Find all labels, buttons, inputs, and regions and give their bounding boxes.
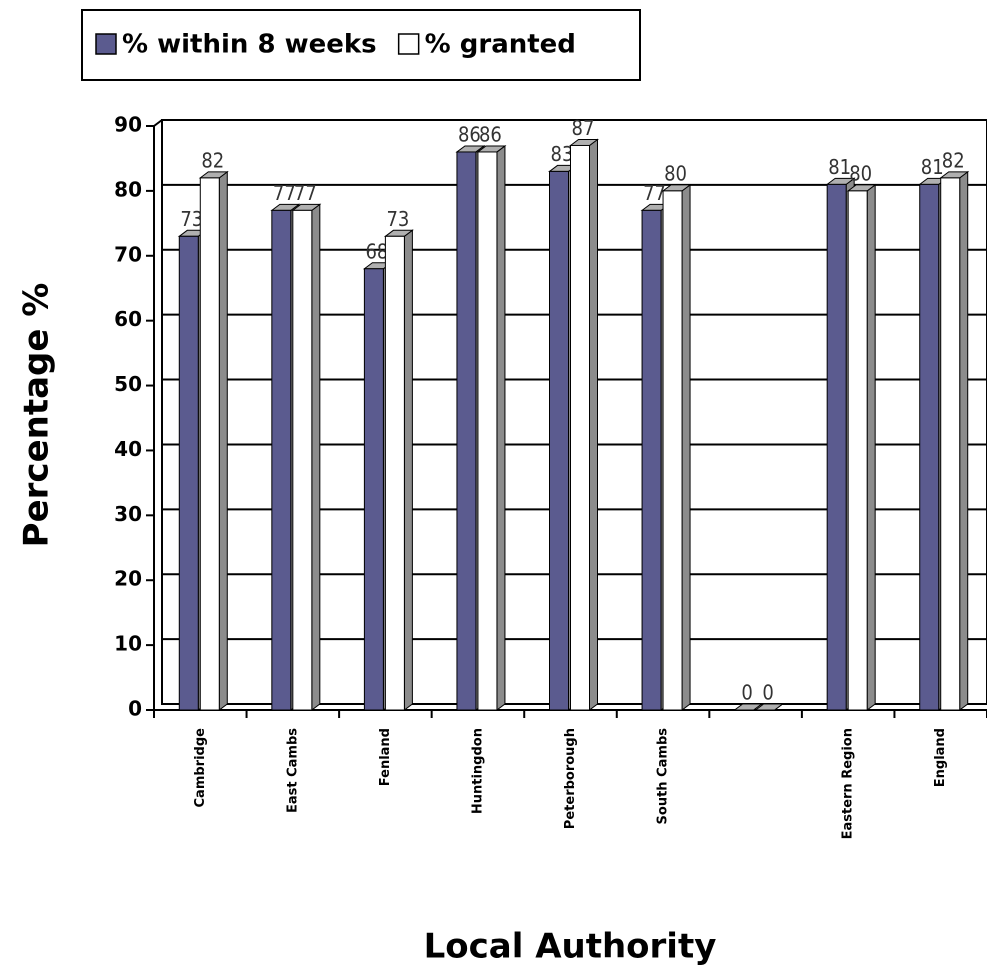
value-label: 0 — [741, 681, 752, 705]
value-label: 87 — [572, 116, 595, 140]
bar-side — [218, 170, 228, 711]
legend-box — [81, 9, 641, 81]
value-label: 77 — [294, 181, 317, 205]
y-tick-label: 60 — [114, 307, 142, 331]
x-tick-label: Cambridge — [193, 728, 208, 808]
x-tick-label: South Cambs — [656, 728, 671, 825]
value-label: 73 — [180, 207, 203, 231]
value-label: 73 — [386, 207, 409, 231]
bar — [384, 235, 405, 711]
x-tick-label: England — [933, 728, 948, 787]
bar — [919, 183, 940, 711]
value-label: 68 — [365, 239, 388, 263]
bar — [477, 151, 498, 711]
x-tick-label: Fenland — [378, 728, 393, 786]
y-tick-label: 80 — [114, 177, 142, 201]
bar-side — [959, 170, 969, 711]
bar — [292, 209, 313, 711]
bar — [662, 190, 683, 711]
bar — [363, 268, 384, 711]
y-tick-label: 70 — [114, 242, 142, 266]
bar-side — [403, 229, 413, 711]
y-tick-label: 40 — [114, 437, 142, 461]
bar-side — [311, 203, 321, 711]
value-label: 81 — [921, 155, 944, 179]
bar-top — [754, 703, 785, 711]
bar — [847, 190, 868, 711]
x-tick-label: Eastern Region — [841, 728, 856, 839]
value-label: 82 — [201, 148, 224, 172]
bar — [549, 170, 569, 711]
bar — [456, 151, 477, 711]
y-tick-label: 30 — [114, 502, 142, 526]
value-label: 86 — [458, 122, 481, 146]
value-label: 82 — [942, 148, 965, 172]
y-tick-label: 20 — [114, 567, 142, 591]
bar — [570, 144, 590, 711]
value-label: 77 — [273, 181, 296, 205]
x-tick-label: Peterborough — [563, 728, 578, 829]
y-tick-label: 10 — [114, 632, 142, 656]
legend-label: % granted — [425, 30, 576, 60]
y-tick-label: 0 — [128, 697, 142, 721]
bar — [940, 177, 961, 711]
value-label: 80 — [849, 161, 872, 185]
y-tick-label: 50 — [114, 372, 142, 396]
x-tick-label: East Cambs — [285, 728, 300, 813]
value-label: 0 — [762, 681, 773, 705]
bar — [826, 183, 847, 711]
legend-swatch — [397, 33, 420, 55]
x-tick-label: Huntingdon — [470, 728, 485, 814]
legend-swatch — [95, 33, 117, 55]
bar-side — [496, 144, 506, 711]
value-label: 80 — [664, 161, 687, 185]
y-axis-depth — [153, 119, 163, 127]
bar-side — [589, 138, 598, 711]
bar-side — [681, 183, 691, 711]
value-label: 83 — [551, 142, 574, 166]
value-label: 81 — [828, 155, 851, 179]
bar — [199, 177, 220, 711]
legend-label: % within 8 weeks — [122, 30, 377, 60]
y-axis-title: Percentage % — [17, 283, 57, 548]
y-tick-label: 90 — [114, 113, 142, 137]
bar — [271, 209, 292, 711]
bar-side — [866, 183, 876, 711]
bar-top — [733, 703, 764, 711]
bar — [178, 235, 199, 711]
bar — [641, 209, 662, 711]
value-label: 86 — [479, 122, 502, 146]
value-label: 77 — [643, 181, 666, 205]
x-axis-title: Local Authority — [424, 927, 717, 967]
